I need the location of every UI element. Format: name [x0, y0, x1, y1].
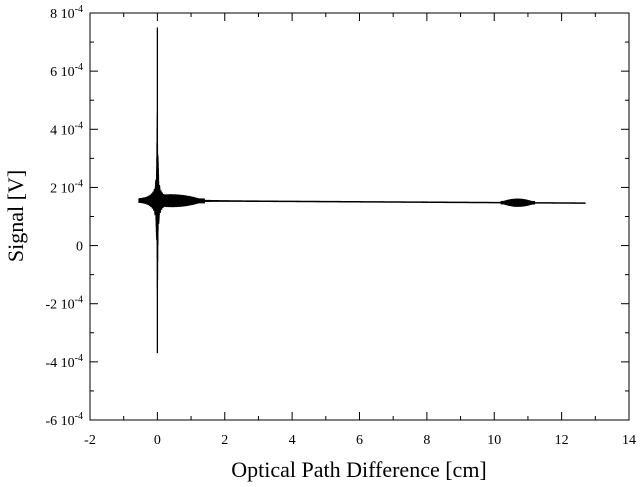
y-tick-label: -6 10-4 — [45, 411, 83, 429]
plot-frame — [90, 13, 629, 420]
y-axis-label: Signal [V] — [3, 170, 28, 262]
y-axis-ticks: 8 10-4 6 10-4 4 10-4 2 10-4 0 -2 10-4 -4 10-4 -… — [45, 4, 629, 429]
y-tick-label: 8 10-4 — [50, 4, 83, 22]
x-tick-label: 4 — [289, 433, 296, 448]
x-tick-label: 10 — [487, 433, 501, 448]
x-axis-ticks: -2 0 2 4 6 8 10 12 14 — [84, 13, 636, 448]
y-tick-label: -2 10-4 — [45, 295, 83, 313]
y-tick-label: 0 — [76, 240, 83, 255]
y-tick-label: 2 10-4 — [50, 178, 83, 196]
x-tick-label: 12 — [555, 433, 569, 448]
x-tick-label: 14 — [622, 433, 636, 448]
y-tick-label: 4 10-4 — [50, 120, 83, 138]
x-axis-label: Optical Path Difference [cm] — [231, 457, 487, 482]
y-tick-label: 6 10-4 — [50, 62, 83, 80]
signal-series — [139, 28, 585, 354]
x-tick-label: -2 — [84, 433, 96, 448]
y-tick-label: -4 10-4 — [45, 353, 83, 371]
signal-trace — [139, 111, 585, 296]
x-tick-label: 6 — [356, 433, 363, 448]
x-tick-label: 0 — [154, 433, 161, 448]
x-tick-label: 8 — [423, 433, 430, 448]
x-tick-label: 2 — [221, 433, 228, 448]
